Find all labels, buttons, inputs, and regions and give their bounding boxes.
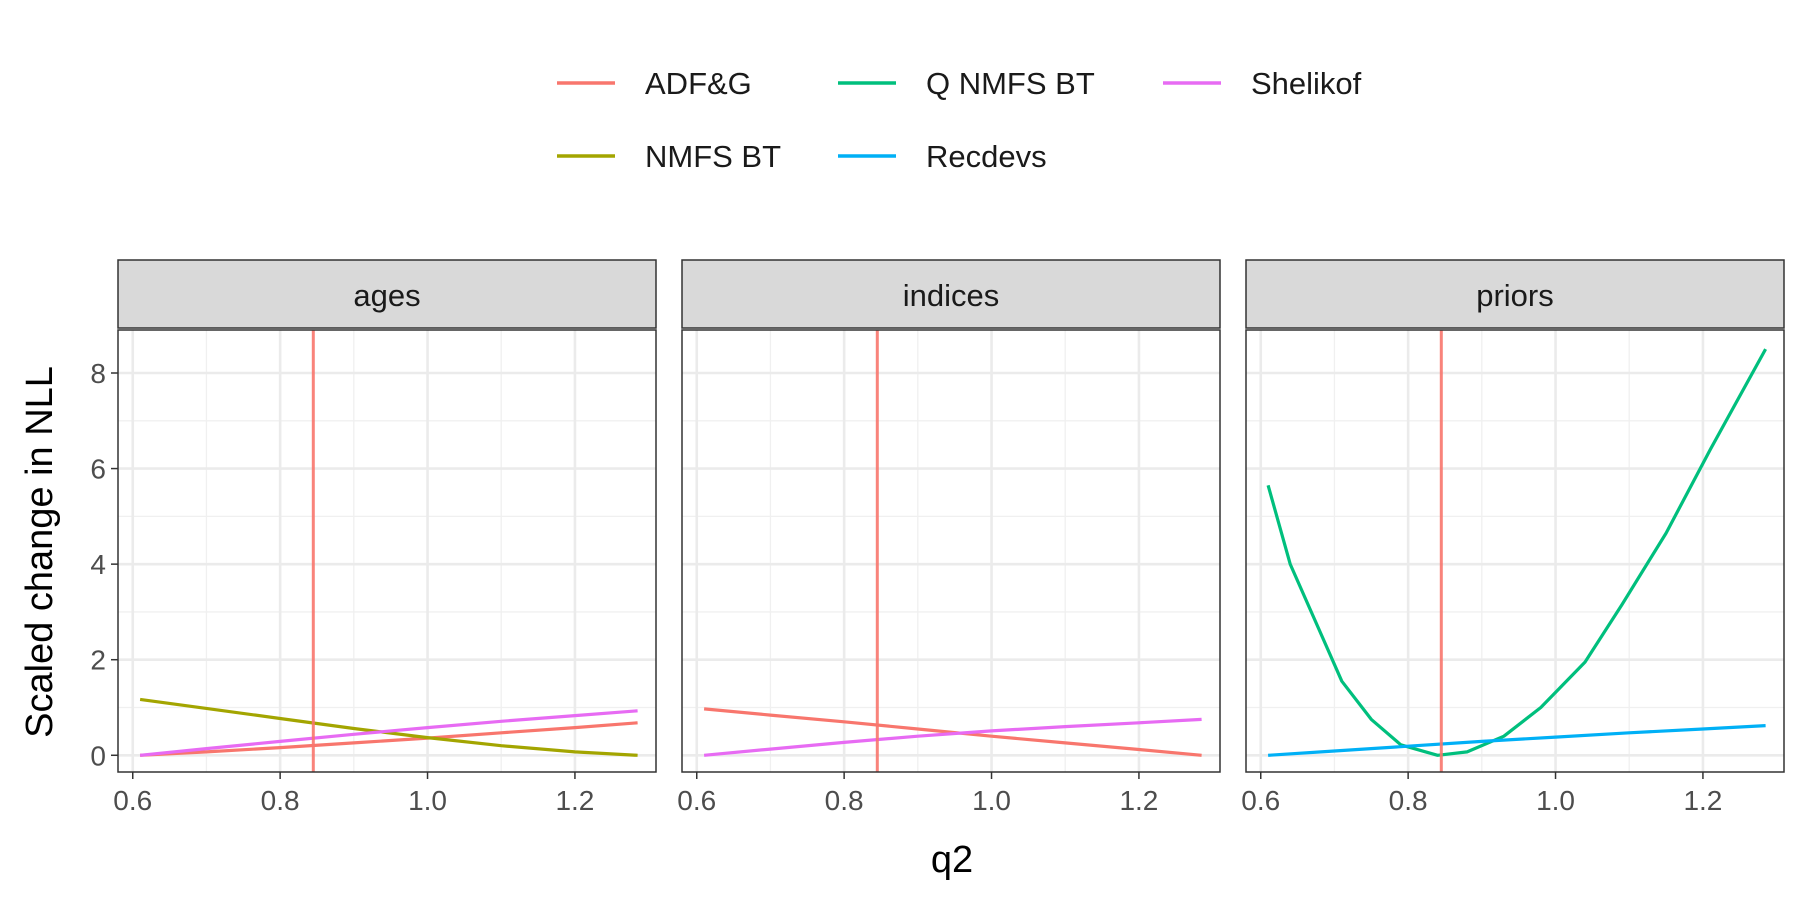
x-axis-indices: 0.6 0.8 1.0 1.2	[677, 772, 1158, 816]
x-tick-label: 0.6	[677, 785, 716, 816]
x-tick-label: 0.6	[1241, 785, 1280, 816]
panel-plot-area-priors	[1246, 330, 1784, 772]
legend-item-recdevs: Recdevs	[838, 139, 1047, 174]
legend-item-q-nmfs-bt: Q NMFS BT	[838, 66, 1095, 101]
panel-indices: indices 0.6 0.8 1.0 1.2	[677, 259, 1221, 816]
y-tick-label: 0	[90, 740, 106, 771]
y-tick-label: 2	[90, 645, 106, 676]
panel-strip-priors	[1245, 259, 1785, 329]
x-tick-label: 1.0	[972, 785, 1011, 816]
panel-plot-area-ages	[118, 330, 656, 772]
panel-title-ages: ages	[353, 278, 420, 313]
x-tick-label: 0.8	[825, 785, 864, 816]
x-tick-label: 1.2	[1683, 785, 1722, 816]
series-line-q-nmfs-bt	[1266, 348, 1768, 757]
legend-label-adf-g: ADF&G	[645, 66, 752, 101]
panel-border-indices	[681, 329, 1221, 773]
series-line-adf-g	[140, 721, 638, 757]
x-tick-label: 0.8	[261, 785, 300, 816]
x-tick-label: 1.0	[408, 785, 447, 816]
x-axis-title: q2	[931, 839, 973, 881]
legend-item-nmfs-bt: NMFS BT	[557, 139, 781, 174]
series-line-shelikof	[703, 717, 1202, 757]
panel-border-ages	[117, 329, 657, 773]
gridlines-priors	[1246, 330, 1784, 772]
x-tick-label: 1.2	[1119, 785, 1158, 816]
legend-label-recdevs: Recdevs	[926, 139, 1047, 174]
gridlines-indices	[682, 330, 1220, 772]
y-axis: 0 2 4 6 8	[90, 358, 118, 771]
panel-strip-indices	[681, 259, 1221, 329]
panel-strip-ages	[117, 259, 657, 329]
legend-label-shelikof: Shelikof	[1251, 66, 1362, 101]
panel-priors: priors 0.6 0.8 1.0 1.2	[1241, 259, 1785, 816]
x-axis-priors: 0.6 0.8 1.0 1.2	[1241, 772, 1722, 816]
x-tick-label: 0.6	[113, 785, 152, 816]
panel-title-indices: indices	[903, 278, 1000, 313]
legend-label-nmfs-bt: NMFS BT	[645, 139, 781, 174]
x-tick-label: 1.0	[1536, 785, 1575, 816]
panel-ages: ages 0.6 0.8 1.0 1.2 0 2 4 6 8	[90, 259, 657, 816]
y-axis-title: Scaled change in NLL	[19, 366, 61, 738]
series-line-shelikof	[139, 709, 638, 757]
panel-border-priors	[1245, 329, 1785, 773]
legend-item-shelikof: Shelikof	[1163, 66, 1362, 101]
legend-label-q-nmfs-bt: Q NMFS BT	[926, 66, 1095, 101]
x-tick-label: 1.2	[555, 785, 594, 816]
y-tick-label: 4	[90, 549, 106, 580]
y-tick-label: 8	[90, 358, 106, 389]
facet-panels: ages 0.6 0.8 1.0 1.2 0 2 4 6 8 indices 0.6 0.8 1.0 1.2…	[90, 259, 1785, 816]
y-tick-label: 6	[90, 454, 106, 485]
panel-plot-area-indices	[682, 330, 1220, 772]
series-line-nmfs-bt	[139, 697, 638, 757]
legend: ADF&G Q NMFS BT Shelikof NMFS BT Recdevs	[557, 66, 1362, 174]
x-axis-ages: 0.6 0.8 1.0 1.2	[113, 772, 594, 816]
panel-title-priors: priors	[1476, 278, 1554, 313]
x-tick-label: 0.8	[1389, 785, 1428, 816]
series-line-recdevs	[1267, 724, 1766, 757]
legend-item-adf-g: ADF&G	[557, 66, 752, 101]
